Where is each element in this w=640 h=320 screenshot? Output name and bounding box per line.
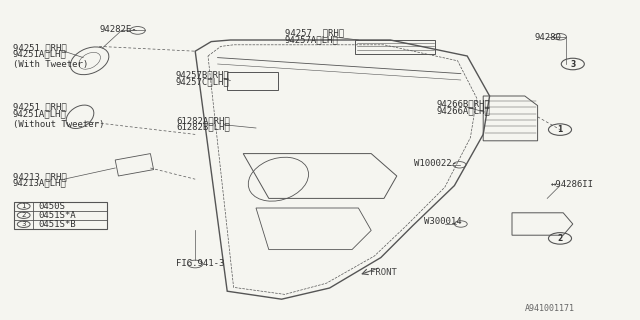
Text: 1: 1 (21, 203, 26, 209)
Text: 94282E-: 94282E- (99, 25, 137, 34)
Text: 94266A〈LH〉: 94266A〈LH〉 (436, 106, 490, 115)
Text: 0451S*A: 0451S*A (38, 211, 76, 220)
Text: 94251A〈LH〉: 94251A〈LH〉 (13, 109, 67, 118)
Text: 3: 3 (570, 60, 575, 68)
Text: 3: 3 (21, 221, 26, 227)
Text: 61282B〈LH〉: 61282B〈LH〉 (176, 123, 230, 132)
Text: 94257C〈LH〉: 94257C〈LH〉 (176, 77, 230, 86)
Text: A941001171: A941001171 (525, 304, 575, 313)
Text: 94280: 94280 (534, 33, 561, 42)
Text: 94213 〈RH〉: 94213 〈RH〉 (13, 172, 67, 181)
Text: 94257B〈RH〉: 94257B〈RH〉 (176, 71, 230, 80)
Text: 1: 1 (557, 125, 563, 134)
Text: 94251 〈RH〉: 94251 〈RH〉 (13, 103, 67, 112)
Text: 94257A〈LH〉: 94257A〈LH〉 (285, 35, 339, 44)
Text: ↔94286II: ↔94286II (550, 180, 593, 189)
Text: W100022-: W100022- (414, 159, 457, 168)
Text: 2: 2 (557, 234, 563, 243)
Text: FIG.941-3: FIG.941-3 (176, 259, 225, 268)
Text: (Without Tweeter): (Without Tweeter) (13, 120, 104, 129)
Text: (With Tweeter): (With Tweeter) (13, 60, 88, 68)
Text: 94213A〈LH〉: 94213A〈LH〉 (13, 179, 67, 188)
Text: 94251 〈RH〉: 94251 〈RH〉 (13, 43, 67, 52)
Text: 0450S: 0450S (38, 202, 65, 211)
Text: FRONT: FRONT (370, 268, 397, 277)
Text: 94251A〈LH〉: 94251A〈LH〉 (13, 49, 67, 58)
Text: 94257  〈RH〉: 94257 〈RH〉 (285, 28, 344, 37)
Text: 2: 2 (22, 212, 26, 218)
Text: W300014: W300014 (424, 217, 461, 226)
Text: 94266B〈RH〉: 94266B〈RH〉 (436, 100, 490, 108)
Text: 61282A〈RH〉: 61282A〈RH〉 (176, 116, 230, 125)
Text: 0451S*B: 0451S*B (38, 220, 76, 229)
